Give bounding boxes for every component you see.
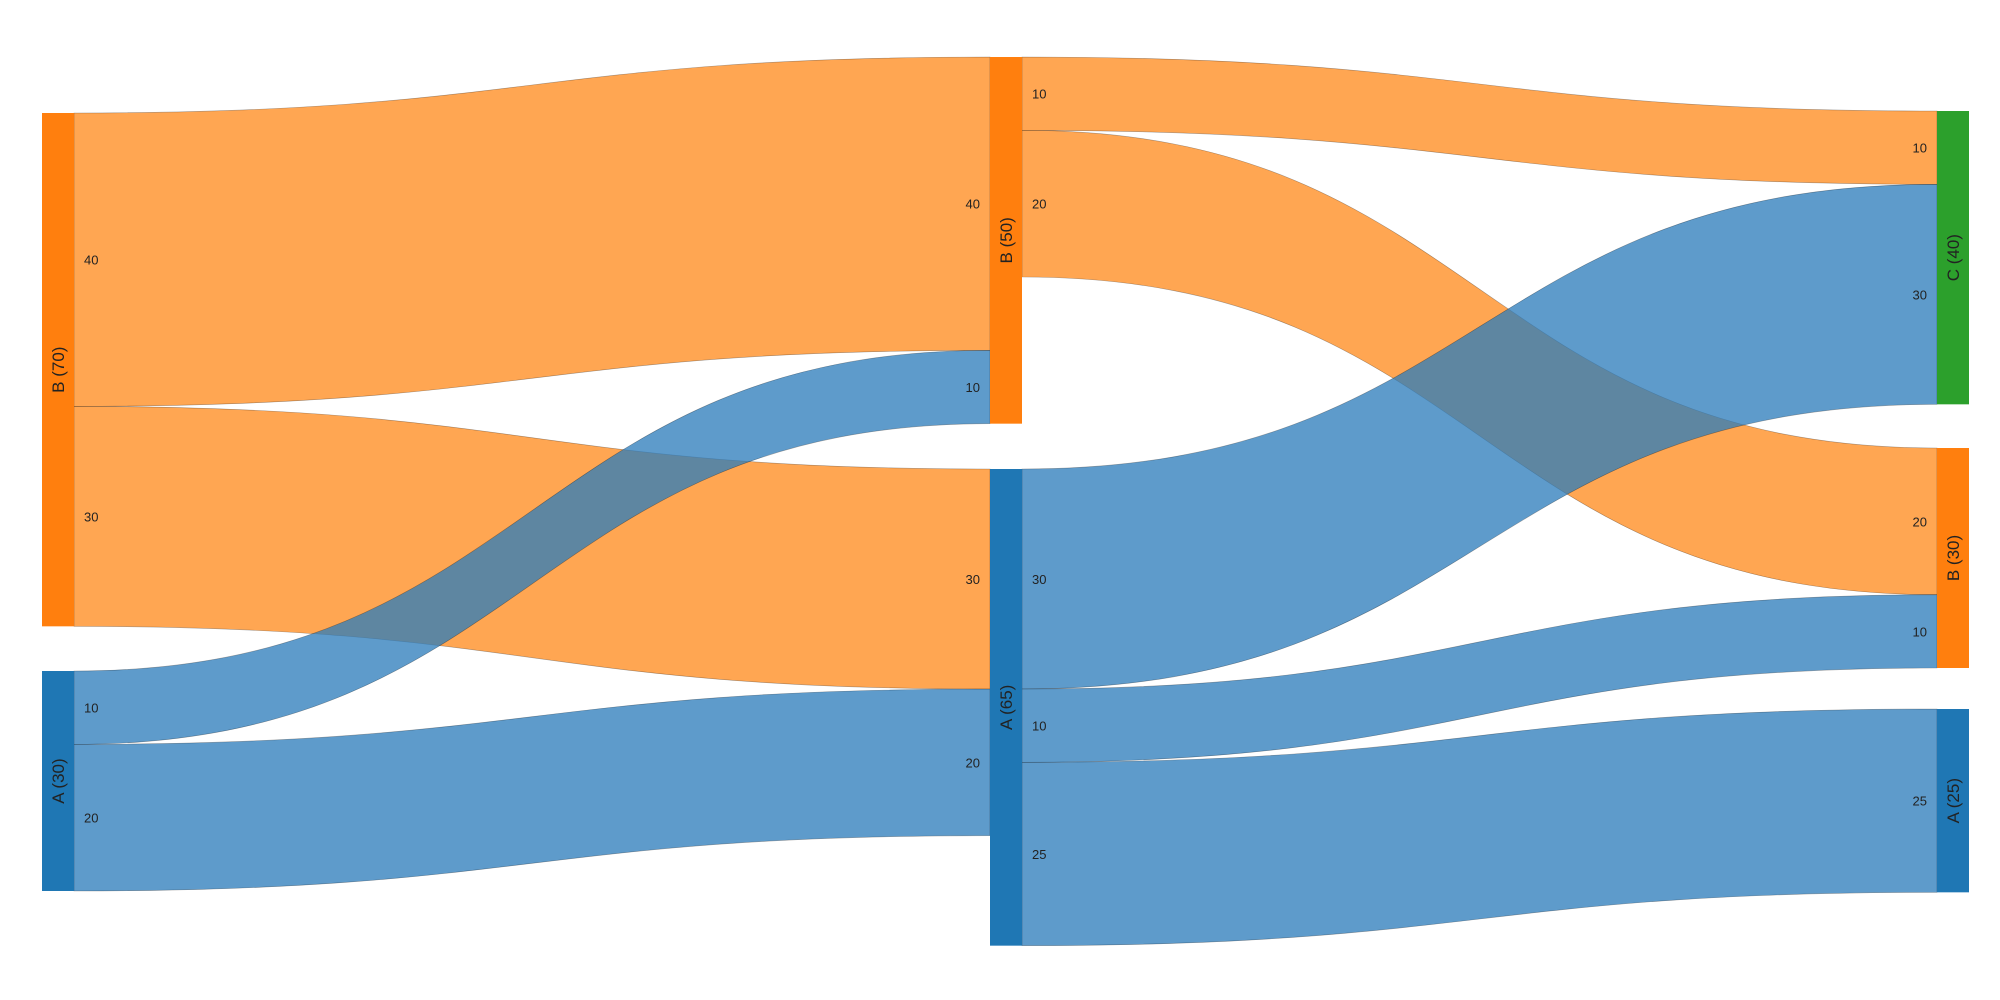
nodes-layer [42, 57, 1969, 946]
link-value-target-s1_B-to-s2_B: 20 [1913, 514, 1927, 529]
labels-layer: 40 40 30 30 10 10 20 20 10 10 20 20 30 30 10 10 25 25 B (7… [49, 87, 1963, 862]
links-layer [73, 56, 1938, 946]
node-label-s1_A: A (65) [997, 685, 1016, 730]
link-value-source-s1_A-to-s2_B: 10 [1032, 719, 1046, 734]
link-value-source-s0_B-to-s1_A: 30 [84, 509, 98, 524]
node-label-s2_A: A (25) [1944, 778, 1963, 823]
node-s1_A [990, 469, 1022, 946]
link-value-source-s1_A-to-s2_A: 25 [1032, 847, 1046, 862]
link-value-target-s0_B-to-s1_B: 40 [966, 197, 980, 212]
link-value-target-s1_A-to-s2_B: 10 [1913, 624, 1927, 639]
link-value-source-s0_A-to-s1_B: 10 [84, 701, 98, 716]
link-s0_A-to-s1_B [73, 350, 991, 745]
node-s2_A [1937, 709, 1969, 893]
node-label-s0_A: A (30) [49, 758, 68, 803]
node-s2_B [1937, 448, 1969, 668]
link-value-source-s0_A-to-s1_A: 20 [84, 811, 98, 826]
node-label-s2_B: B (30) [1944, 535, 1963, 581]
node-s0_B [42, 113, 74, 627]
node-s0_A [42, 671, 74, 891]
node-s2_C [1937, 111, 1969, 405]
node-label-s1_B: B (50) [997, 217, 1016, 263]
link-value-target-s0_A-to-s1_B: 10 [966, 380, 980, 395]
node-label-s2_C: C (40) [1944, 234, 1963, 281]
link-value-target-s1_A-to-s2_C: 30 [1913, 287, 1927, 302]
link-value-target-s1_A-to-s2_A: 25 [1913, 794, 1927, 809]
node-label-s0_B: B (70) [49, 347, 68, 393]
link-value-source-s1_A-to-s2_C: 30 [1032, 572, 1046, 587]
link-value-source-s1_B-to-s2_C: 10 [1032, 87, 1046, 102]
link-value-target-s0_B-to-s1_A: 30 [966, 572, 980, 587]
node-s1_B [990, 57, 1022, 424]
link-value-source-s0_B-to-s1_B: 40 [84, 253, 98, 268]
link-value-source-s1_B-to-s2_B: 20 [1032, 197, 1046, 212]
link-value-target-s0_A-to-s1_A: 20 [966, 755, 980, 770]
link-value-target-s1_B-to-s2_C: 10 [1913, 141, 1927, 156]
link-s0_B-to-s1_B [73, 56, 991, 407]
